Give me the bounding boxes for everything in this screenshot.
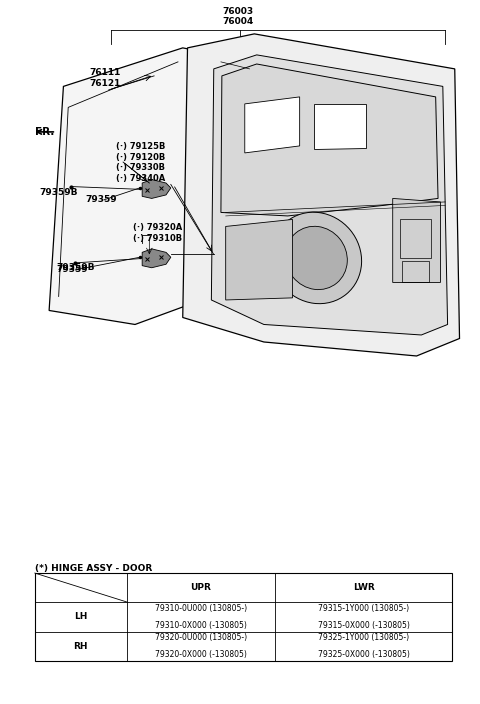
Polygon shape [226,220,292,300]
Text: 79359: 79359 [85,195,117,204]
Bar [35,573,452,660]
Text: 79325-0X000 (-130805): 79325-0X000 (-130805) [318,650,409,659]
Text: 79320-0U000 (130805-): 79320-0U000 (130805-) [155,634,247,642]
Bar [402,261,429,282]
Text: (·) 79320A
(·) 79310B: (·) 79320A (·) 79310B [132,223,182,243]
Polygon shape [142,180,171,199]
Polygon shape [142,249,171,268]
Text: (·) 79125B
(·) 79120B
(·) 79330B
(·) 79340A: (·) 79125B (·) 79120B (·) 79330B (·) 793… [116,142,165,182]
Text: LH: LH [74,612,87,622]
Bar [400,220,431,258]
Text: 76003
76004: 76003 76004 [222,7,253,26]
Text: 79320-0X000 (-130805): 79320-0X000 (-130805) [155,650,247,659]
Polygon shape [221,64,438,216]
Polygon shape [49,48,254,325]
Text: UPR: UPR [191,583,211,592]
Text: LWR: LWR [353,583,374,592]
Polygon shape [183,34,459,356]
Text: (*) HINGE ASSY - DOOR: (*) HINGE ASSY - DOOR [35,564,152,573]
Text: 79359B: 79359B [56,263,95,272]
Ellipse shape [271,212,361,303]
Polygon shape [314,104,366,149]
Polygon shape [211,55,447,335]
Text: FR.: FR. [35,127,54,137]
Text: 79315-1Y000 (130805-): 79315-1Y000 (130805-) [318,604,409,613]
Text: 79310-0X000 (-130805): 79310-0X000 (-130805) [155,621,247,630]
Ellipse shape [286,226,348,289]
Text: 79310-0U000 (130805-): 79310-0U000 (130805-) [155,604,247,613]
Text: 79315-0X000 (-130805): 79315-0X000 (-130805) [318,621,409,630]
Polygon shape [393,199,441,282]
Polygon shape [245,97,300,153]
Text: 79359B: 79359B [39,188,78,197]
Text: 76111
76121: 76111 76121 [90,68,121,88]
Text: 79325-1Y000 (130805-): 79325-1Y000 (130805-) [318,634,409,642]
Text: RH: RH [73,641,88,650]
Text: 79359: 79359 [56,265,88,275]
